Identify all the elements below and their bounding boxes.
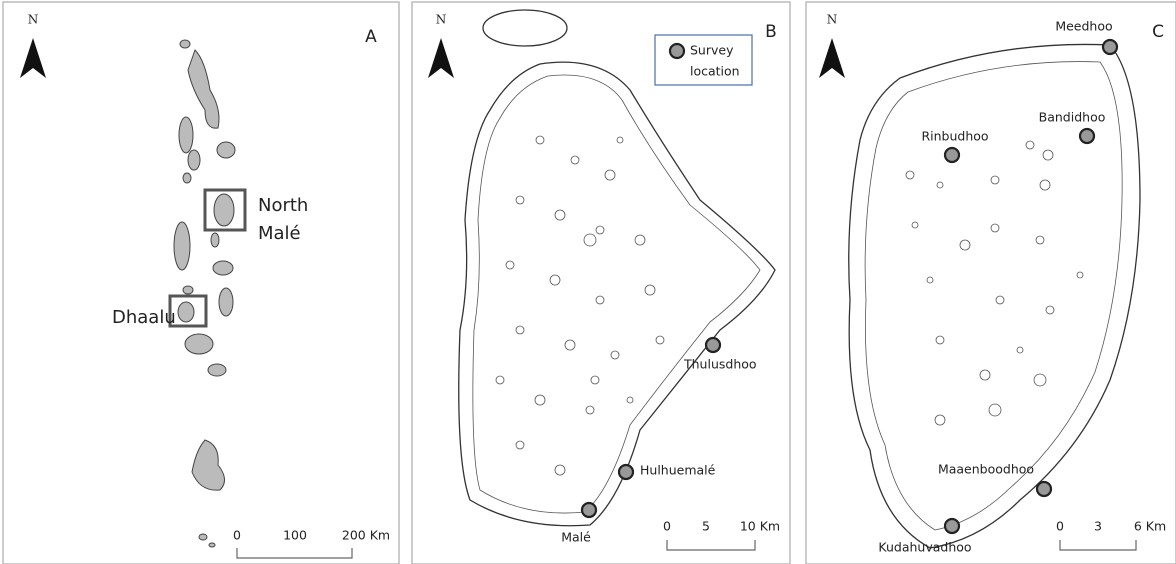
scale-bar bbox=[667, 540, 755, 550]
legend-label: Survey bbox=[690, 43, 734, 58]
atoll-chain bbox=[174, 40, 235, 547]
scale-label: 200 Km bbox=[342, 528, 390, 543]
scale-label: 0 bbox=[233, 528, 241, 543]
north-label: N bbox=[827, 13, 838, 27]
survey-site bbox=[945, 519, 959, 533]
scale-label: 100 bbox=[283, 528, 307, 543]
site-label: Rinbudhoo bbox=[921, 129, 988, 144]
site-label: Thulusdhoo bbox=[683, 357, 757, 372]
figure: N N N A B C North Malé Dhaalu 0 100 200 … bbox=[0, 0, 1176, 564]
survey-site bbox=[619, 465, 633, 479]
scale-label: 0 bbox=[663, 519, 671, 534]
scale-label: 5 bbox=[702, 519, 710, 534]
atoll-outline bbox=[483, 10, 567, 46]
site-label: Maaenboodhoo bbox=[938, 462, 1034, 477]
survey-site bbox=[1080, 129, 1094, 143]
survey-site bbox=[1037, 482, 1051, 496]
survey-site bbox=[945, 148, 959, 162]
scale-label: 6 Km bbox=[1134, 519, 1166, 534]
legend-symbol bbox=[670, 44, 684, 58]
site-label: Bandidhoo bbox=[1039, 110, 1106, 125]
scale-bar bbox=[1060, 540, 1136, 550]
panel-letter: C bbox=[1152, 22, 1164, 42]
north-label: N bbox=[436, 13, 447, 27]
site-label: Hulhuemalé bbox=[640, 463, 716, 478]
region-label: Dhaalu bbox=[112, 307, 176, 328]
survey-site bbox=[1103, 40, 1117, 54]
region-label: North bbox=[258, 195, 308, 216]
panel-letter: A bbox=[365, 27, 377, 47]
scale-label: 0 bbox=[1056, 519, 1064, 534]
survey-site bbox=[582, 503, 596, 517]
site-label: Kudahuvadhoo bbox=[878, 540, 971, 555]
site-label: Malé bbox=[561, 530, 591, 545]
scale-bar bbox=[237, 548, 352, 558]
region-label: Malé bbox=[258, 223, 301, 244]
legend-label: location bbox=[690, 64, 740, 79]
survey-site bbox=[706, 338, 720, 352]
panel-letter: B bbox=[765, 22, 777, 42]
scale-label: 3 bbox=[1094, 519, 1102, 534]
north-label: N bbox=[28, 13, 39, 27]
atoll-outline bbox=[459, 62, 775, 526]
scale-label: 10 Km bbox=[740, 519, 780, 534]
site-label: Meedhoo bbox=[1055, 19, 1112, 34]
